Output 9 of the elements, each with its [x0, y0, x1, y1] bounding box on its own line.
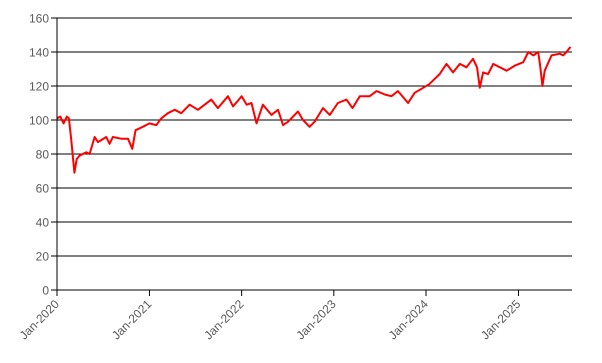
y-tick-label: 120: [28, 79, 50, 94]
y-tick-label: 160: [28, 11, 50, 26]
y-tick-label: 40: [36, 215, 50, 230]
y-tick-label: 140: [28, 45, 50, 60]
y-tick-label: 20: [36, 249, 50, 264]
y-tick-label: 100: [28, 113, 50, 128]
y-tick-label: 0: [42, 283, 50, 298]
y-tick-label: 60: [36, 181, 50, 196]
y-tick-label: 80: [36, 147, 50, 162]
